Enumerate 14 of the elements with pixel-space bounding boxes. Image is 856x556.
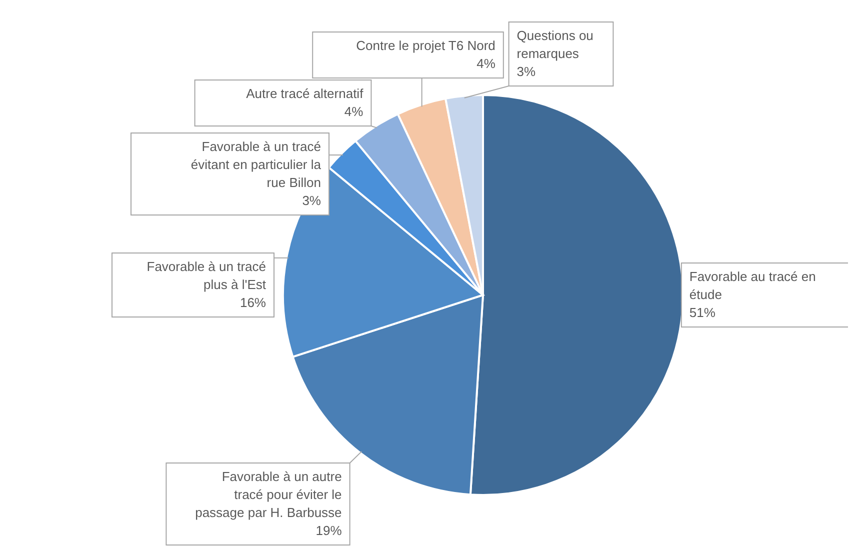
data-label: 3% <box>516 64 536 79</box>
slice-label: Contre le projet T6 Nord <box>356 38 496 53</box>
slice-label: Autre tracé alternatif <box>246 86 364 101</box>
data-label: 3% <box>302 192 322 208</box>
slice-label: Favorable au tracé en étude <box>689 268 816 302</box>
slice-label: Favorable à un tracé plus à l'Est <box>146 258 266 292</box>
data-label: 4% <box>476 56 496 71</box>
slice-label: Favorable à un autre tracé pour éviter le passage par H. Barbusse <box>195 468 342 520</box>
data-label: 4% <box>344 104 364 119</box>
slice-label: Favorable à un tracé évitant en particulier la rue Billon <box>190 138 322 190</box>
data-label: 51% <box>689 304 716 320</box>
slice-label: Questions ou remarques <box>516 28 594 61</box>
data-label: 19% <box>316 522 342 538</box>
data-label: 16% <box>240 294 266 310</box>
